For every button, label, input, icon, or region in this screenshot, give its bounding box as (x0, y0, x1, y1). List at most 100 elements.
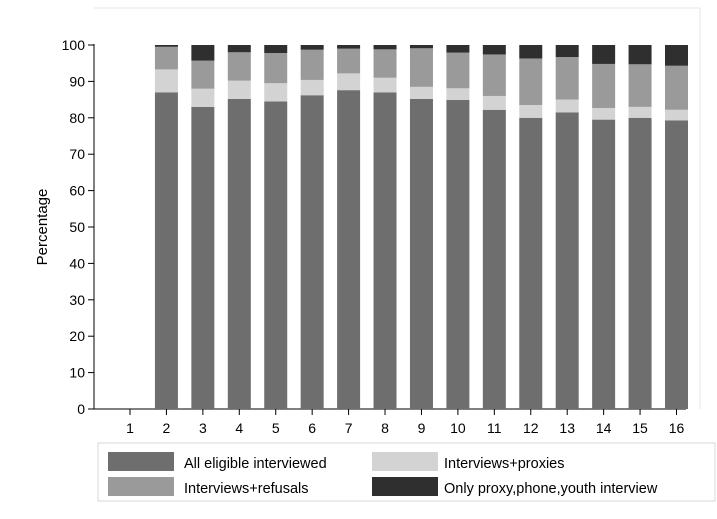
bar-segment (519, 58, 543, 106)
bar-segment (154, 92, 178, 409)
bar-segment (665, 109, 688, 121)
bar-segment (592, 63, 616, 108)
x-tick-label: 14 (596, 420, 612, 436)
bar-segment (264, 45, 288, 54)
x-tick-label: 1 (126, 420, 134, 436)
y-axis: 0 10 20 30 40 50 60 70 80 90 100 (62, 37, 95, 417)
bar-segment (482, 95, 506, 110)
plot-frame (94, 7, 701, 409)
bar-segment (665, 65, 688, 110)
bar-segment (446, 88, 470, 100)
x-tick-label: 11 (487, 420, 502, 436)
bar-segment (154, 46, 178, 70)
bar-segment (300, 45, 324, 50)
legend-swatch (372, 452, 438, 471)
legend-label: Interviews+proxies (444, 456, 564, 472)
bar-segment (555, 99, 579, 113)
bar-segment (300, 95, 324, 410)
bar-segment (628, 117, 652, 410)
legend-label: Interviews+refusals (184, 481, 309, 497)
y-axis-label: Percentage (34, 189, 51, 266)
bar-segment (592, 107, 616, 120)
x-tick-label: 16 (669, 420, 685, 436)
bar-segment (519, 105, 543, 118)
legend-swatch (108, 452, 174, 471)
y-tick-label: 90 (69, 73, 85, 89)
legend: All eligible interviewed Interviews+proxi… (97, 442, 716, 502)
bar-segment (227, 52, 251, 81)
bar-segment (337, 48, 361, 74)
x-tick-label: 2 (163, 420, 171, 436)
x-tick-label: 5 (272, 420, 280, 436)
bar-segment (264, 53, 288, 84)
bar-segment (337, 45, 361, 49)
x-tick-label: 13 (559, 420, 575, 436)
bar-segment (628, 106, 652, 118)
bar-segment (373, 45, 397, 50)
bar-segment (373, 92, 397, 409)
bar-segment (337, 73, 361, 91)
bar-segment (519, 45, 543, 59)
y-tick-label: 20 (69, 328, 85, 344)
y-tick-label: 60 (69, 183, 85, 199)
bar-segment (300, 49, 324, 80)
bar-segment (191, 106, 215, 409)
bar-segment (409, 86, 433, 99)
x-tick-label: 15 (632, 420, 648, 436)
bar-segment (227, 45, 251, 53)
y-tick-label: 0 (77, 401, 85, 417)
x-tick-label: 12 (523, 420, 539, 436)
bar-segment (665, 120, 688, 410)
bar-segment (191, 60, 215, 89)
bar-segment (555, 45, 579, 58)
x-tick-label: 6 (308, 420, 316, 436)
bar-segment (665, 45, 688, 66)
bar-segment (555, 112, 579, 409)
y-tick-label: 80 (69, 110, 85, 126)
x-tick-label: 9 (418, 420, 426, 436)
bar-segment (373, 49, 397, 78)
bar-segment (264, 83, 288, 102)
bar-segment (409, 98, 433, 409)
bar-segment (264, 101, 288, 410)
bar-segment (446, 45, 470, 53)
y-tick-label: 10 (69, 365, 85, 381)
bar-segment (337, 90, 361, 410)
bar-segment (227, 80, 251, 99)
x-tick-label: 3 (199, 420, 207, 436)
bar-segment (227, 98, 251, 409)
bar-segment (482, 54, 506, 96)
bar-segment (592, 45, 616, 64)
bar-segment (555, 57, 579, 100)
x-tick-label: 8 (381, 420, 389, 436)
legend-label: Only proxy,phone,youth interview (444, 481, 658, 497)
bar-segment (519, 117, 543, 410)
bar-segment (373, 77, 397, 93)
bar-segment (446, 99, 470, 410)
legend-swatch (372, 477, 438, 496)
bars (154, 45, 688, 410)
x-tick-label: 10 (450, 420, 466, 436)
x-tick-label: 7 (345, 420, 353, 436)
bar-segment (482, 109, 506, 410)
y-tick-label: 50 (69, 219, 85, 235)
bar-segment (300, 79, 324, 96)
bar-segment (482, 45, 506, 55)
bar-segment (409, 45, 433, 49)
bar-segment (628, 64, 652, 107)
y-tick-label: 100 (62, 37, 86, 53)
y-tick-label: 40 (69, 255, 85, 271)
bar-segment (592, 119, 616, 410)
bar-segment (628, 45, 652, 65)
bar-segment (191, 88, 215, 107)
bar-segment (154, 69, 178, 93)
bar-segment (409, 48, 433, 87)
legend-swatch (108, 477, 174, 496)
y-tick-label: 30 (69, 292, 85, 308)
bar-segment (446, 52, 470, 89)
legend-label: All eligible interviewed (184, 456, 327, 472)
x-axis: 1 2 3 4 5 6 7 8 9 10 11 12 13 14 15 16 (94, 408, 686, 436)
y-tick-label: 70 (69, 146, 85, 162)
